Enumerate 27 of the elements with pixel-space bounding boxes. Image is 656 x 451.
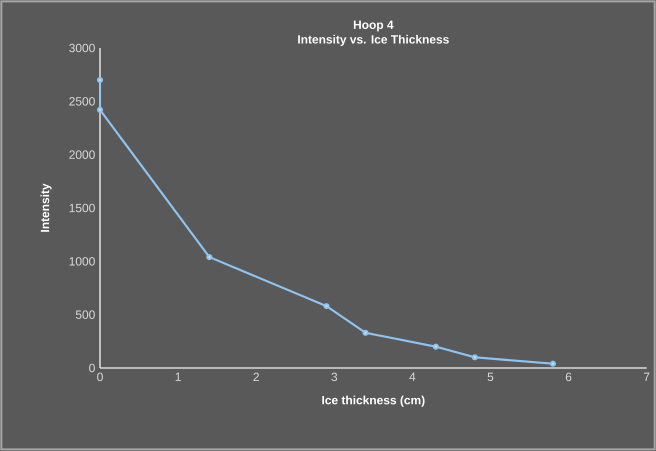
y-tick-label: 2000: [69, 150, 95, 160]
point: [96, 106, 104, 114]
point: [472, 354, 478, 361]
chart-title: Hoop 4: [354, 20, 394, 32]
point: [362, 330, 369, 336]
x-tick-label: 5: [488, 372, 494, 382]
x-tick-label: 7: [644, 372, 650, 382]
x-tick-label: 6: [566, 372, 572, 382]
point: [432, 344, 439, 350]
point: [323, 303, 330, 310]
point: [550, 360, 556, 367]
y-tick-label: 0: [89, 364, 95, 372]
x-axis-title: Ice thickness (cm): [322, 396, 425, 407]
point: [96, 77, 104, 84]
y-tick-label: 1500: [70, 204, 95, 212]
y-tick-label: 3000: [69, 44, 95, 52]
y-tick-label: 500: [76, 310, 95, 320]
x-tick-label: 2: [253, 372, 259, 382]
y-tick-label: 2500: [69, 97, 95, 106]
point: [206, 254, 212, 260]
chart-subtitle: Intensity vs. Ice Thickness: [298, 35, 449, 46]
x-tick-label: 0: [97, 372, 103, 382]
x-tick-label: 3: [331, 372, 338, 382]
y-tick-label: 1000: [70, 257, 95, 266]
y-axis-title: Intensity: [40, 184, 52, 232]
x-tick-label: 4: [409, 372, 416, 382]
x-tick-label: 1: [176, 372, 181, 382]
